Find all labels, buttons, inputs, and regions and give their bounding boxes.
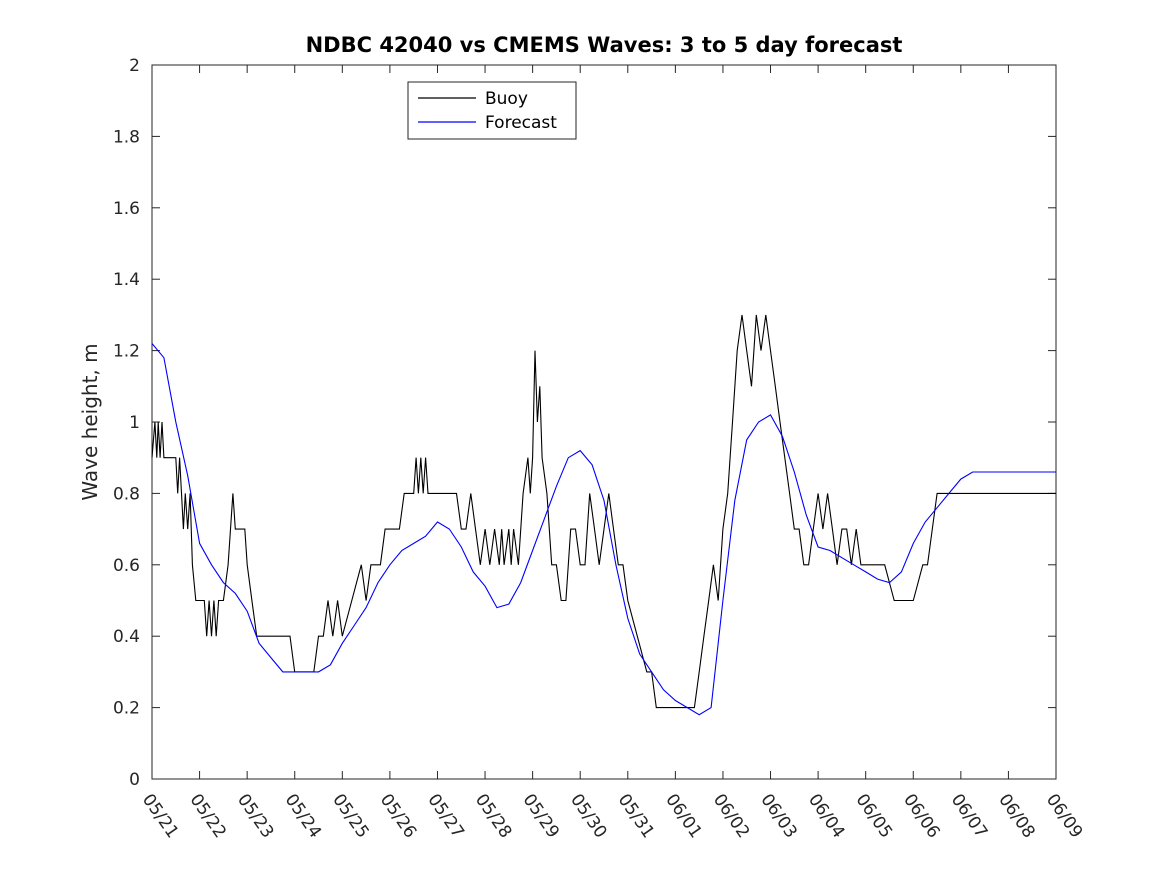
x-tick-label: 05/25: [328, 790, 372, 842]
y-tick-label: 0.2: [113, 699, 140, 719]
x-tick-label: 06/01: [661, 790, 705, 842]
legend: Buoy Forecast: [407, 81, 577, 140]
x-tick-label: 05/29: [519, 790, 563, 842]
y-tick-label: 1.8: [113, 127, 140, 147]
x-tick-label: 05/24: [281, 790, 325, 842]
y-tick-label: 0.4: [113, 627, 140, 647]
x-tick-label: 05/27: [423, 790, 467, 842]
x-tick-label: 05/28: [471, 790, 515, 842]
legend-label-forecast: Forecast: [485, 113, 557, 133]
y-tick-label: 0.8: [113, 484, 140, 504]
series-line-forecast: [151, 343, 1056, 716]
legend-label-buoy: Buoy: [485, 89, 528, 109]
y-tick-label: 1.4: [113, 270, 140, 290]
x-tick-label: 05/21: [138, 790, 182, 842]
x-tick-label: 06/09: [1042, 790, 1086, 842]
x-tick-label: 06/05: [852, 790, 896, 842]
x-tick-label: 05/26: [376, 790, 420, 842]
x-tick-label: 06/07: [947, 790, 991, 842]
plot-frame: [151, 64, 1057, 780]
x-tick-label: 05/23: [233, 790, 277, 842]
x-tick-label: 06/03: [756, 790, 800, 842]
y-axis: 0 0.2 0.4 0.6 0.8 1 1.2 1.4 1.6 1.8 2: [113, 56, 1056, 790]
x-tick-label: 06/08: [994, 790, 1038, 842]
y-axis-label: Wave height, m: [78, 343, 102, 500]
y-tick-label: 1.2: [113, 342, 140, 362]
y-tick-label: 0: [129, 770, 140, 790]
series-layer: [151, 314, 1056, 716]
plot-area: [151, 64, 1057, 780]
y-tick-label: 0.6: [113, 556, 140, 576]
legend-box: [407, 81, 577, 140]
x-tick-label: 06/02: [709, 790, 753, 842]
y-tick-label: 2: [129, 56, 140, 76]
x-tick-label: 05/22: [185, 790, 229, 842]
x-tick-label: 06/06: [899, 790, 943, 842]
series-line-buoy: [151, 314, 1056, 709]
x-tick-label: 06/04: [804, 790, 848, 842]
chart-title: NDBC 42040 vs CMEMS Waves: 3 to 5 day fo…: [306, 33, 903, 57]
x-tick-label: 05/31: [614, 790, 658, 842]
x-tick-label: 05/30: [566, 790, 610, 842]
y-tick-label: 1: [129, 413, 140, 433]
y-tick-label: 1.6: [113, 199, 140, 219]
